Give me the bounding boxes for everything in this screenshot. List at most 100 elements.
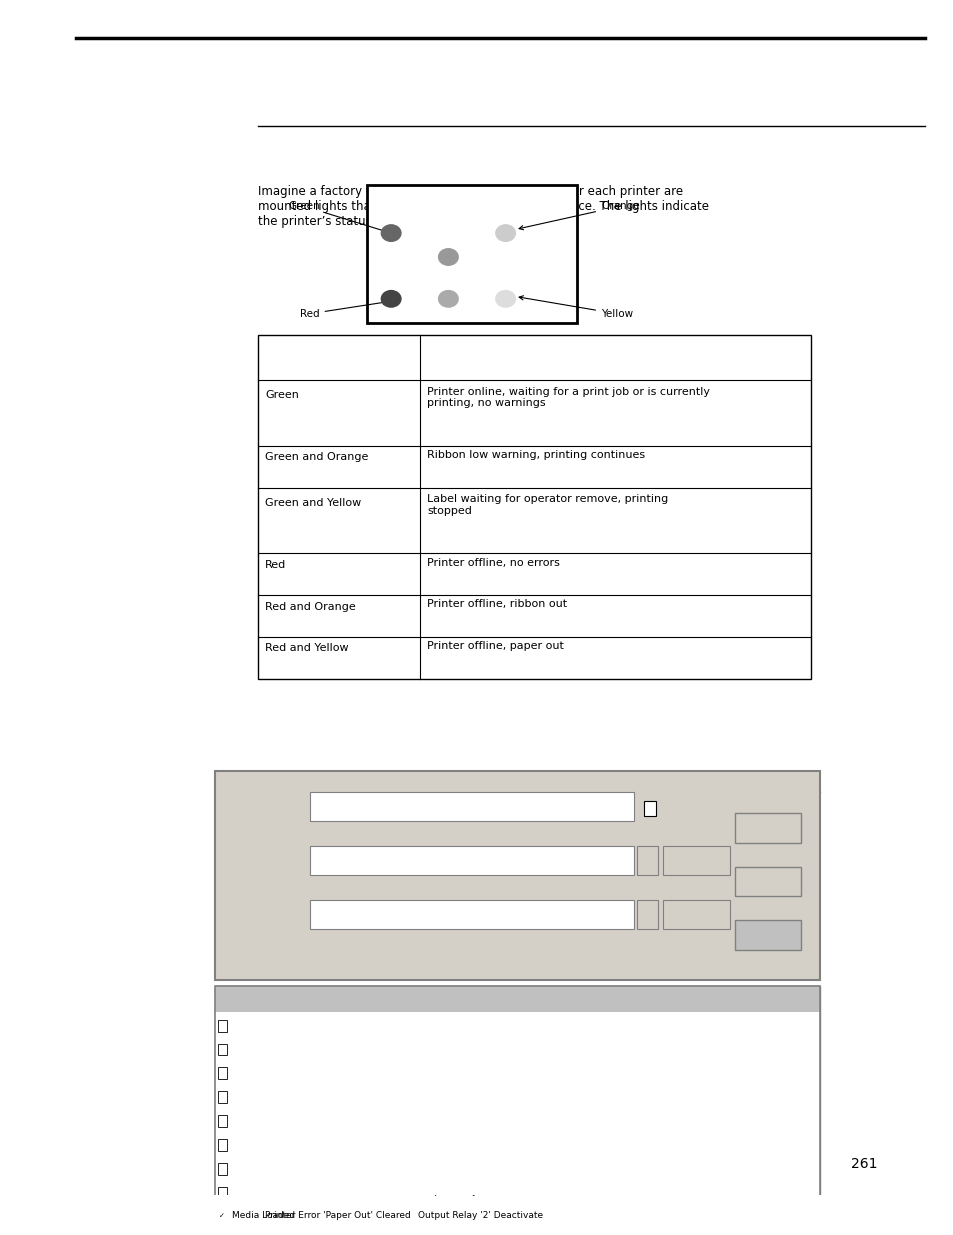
Bar: [217, 1092, 227, 1103]
Bar: [214, 1132, 820, 1156]
FancyBboxPatch shape: [734, 920, 801, 950]
Text: Parameters...: Parameters...: [660, 856, 731, 866]
Bar: [217, 1187, 227, 1199]
Bar: [214, 986, 820, 1235]
Text: Printer offline, paper out: Printer offline, paper out: [427, 641, 563, 651]
Text: Responsive Operator: Responsive Operator: [232, 1092, 326, 1100]
Text: Green: Green: [265, 390, 299, 400]
Text: ✓: ✓: [219, 1045, 225, 1051]
Text: Output Relay '1' Activate: Output Relay '1' Activate: [417, 1187, 531, 1197]
Text: Event:: Event:: [224, 856, 264, 866]
Text: Input Opto-coupler '1' Active: Input Opto-coupler '1' Active: [265, 1020, 395, 1029]
FancyBboxPatch shape: [734, 867, 801, 897]
Text: Output Relay: Output Relay: [314, 909, 388, 919]
Ellipse shape: [437, 248, 458, 266]
Text: 261: 261: [850, 1157, 877, 1172]
Text: Output Relay '3' Activate: Output Relay '3' Activate: [417, 1163, 531, 1172]
Text: New: New: [755, 824, 780, 834]
Text: The following table shows all input required for printer control, hardware
inter: The following table shows all input requ…: [257, 771, 688, 799]
Text: Green and Orange: Green and Orange: [265, 452, 368, 462]
Bar: [310, 846, 634, 874]
Text: Printer Error 'Paper Out' Cleared: Printer Error 'Paper Out' Cleared: [265, 1212, 411, 1220]
Ellipse shape: [380, 290, 401, 308]
Text: ◇ Evert: ◇ Evert: [264, 994, 301, 1004]
Text: Yellow: Yellow: [518, 295, 633, 319]
Text: Label Taken: Label Taken: [265, 1092, 318, 1100]
Text: ✓: ✓: [219, 1189, 225, 1194]
Ellipse shape: [380, 224, 401, 242]
Text: Green: Green: [288, 201, 387, 232]
Text: Green and Yellow: Green and Yellow: [265, 498, 361, 508]
Text: Testing: Testing: [232, 1020, 263, 1029]
Text: Printer Error: Printer Error: [314, 856, 382, 866]
Text: Ribbon low warning, printing continues: Ribbon low warning, printing continues: [427, 450, 645, 459]
Ellipse shape: [495, 224, 516, 242]
Bar: [643, 800, 656, 816]
Bar: [637, 900, 658, 929]
Bar: [217, 1044, 227, 1056]
Text: Description:: Description:: [224, 802, 300, 811]
FancyBboxPatch shape: [734, 813, 801, 842]
Text: Parameters...: Parameters...: [660, 909, 731, 919]
Text: ✓: ✓: [219, 1213, 225, 1219]
Bar: [217, 1163, 227, 1174]
Text: On Ribbon Low: On Ribbon Low: [232, 1044, 299, 1052]
Text: ▼: ▼: [644, 856, 650, 866]
Text: Media Loaded: Media Loaded: [232, 1212, 294, 1220]
Text: Slow Operator: Slow Operator: [232, 1068, 296, 1077]
Text: Output Opto-coupler '1' Activate: Output Opto-coupler '1' Activate: [417, 1020, 565, 1029]
Text: Orange: Orange: [518, 201, 639, 230]
Text: ✓: ✓: [219, 1093, 225, 1099]
Text: Event to Action Mapping - Thermal: Event to Action Mapping - Thermal: [224, 777, 405, 787]
Text: Add: Add: [757, 877, 778, 887]
Bar: [214, 986, 820, 1235]
Text: Printer Not Available: Printer Not Available: [232, 1115, 325, 1125]
Text: Out of Media: Out of Media: [232, 1163, 290, 1172]
Text: Printer Error 'Ribbon Out' Set: Printer Error 'Ribbon Out' Set: [265, 1140, 396, 1149]
Bar: [214, 1204, 820, 1228]
Text: Printer online, waiting for a print job or is currently
printing, no warnings: Printer online, waiting for a print job …: [427, 387, 710, 409]
Bar: [214, 1013, 820, 1036]
Bar: [367, 185, 577, 322]
Text: ▼: ▼: [644, 910, 650, 919]
Bar: [257, 335, 810, 679]
Text: Update: Update: [747, 931, 787, 941]
Text: Label Present: Label Present: [265, 1068, 326, 1077]
Text: Red: Red: [265, 559, 286, 569]
Text: Red and Orange: Red and Orange: [265, 601, 355, 611]
Text: Printer Error 'Paper Out' Set: Printer Error 'Paper Out' Set: [265, 1163, 391, 1172]
Bar: [310, 793, 634, 821]
Bar: [214, 1156, 820, 1179]
Bar: [217, 1139, 227, 1151]
Bar: [217, 1210, 227, 1223]
Text: Output Relay '2' Deactivate: Output Relay '2' Deactivate: [417, 1212, 542, 1220]
Text: Printer Offline: Printer Offline: [265, 1115, 328, 1125]
Text: Red: Red: [299, 300, 387, 319]
Text: ✓: ✓: [219, 1165, 225, 1171]
Bar: [214, 986, 820, 1013]
Text: Output Relay '1' Deactivate: Output Relay '1' Deactivate: [417, 1115, 542, 1125]
Text: ✓: ✓: [219, 1141, 225, 1147]
Text: ✓: ✓: [219, 1021, 225, 1028]
FancyBboxPatch shape: [214, 771, 820, 981]
Text: Printer Warning - 'Ribbon Low Set': Printer Warning - 'Ribbon Low Set': [265, 1044, 419, 1052]
Text: Output Relay '3' Deactivate: Output Relay '3' Deactivate: [417, 1092, 542, 1100]
Text: Action:: Action:: [224, 909, 268, 919]
Text: Imagine a factory floor with a number of printers. Over each printer are
mounted: Imagine a factory floor with a number of…: [257, 185, 708, 228]
Text: Output Relay '2' Activate: Output Relay '2' Activate: [417, 1140, 531, 1149]
Text: Ribbon Loaded: Ribbon Loaded: [314, 802, 397, 811]
Text: Output Relay '2' Activate: Output Relay '2' Activate: [417, 1044, 531, 1052]
Text: Label waiting for operator remove, printing
stopped: Label waiting for operator remove, print…: [427, 494, 668, 516]
Bar: [214, 1060, 820, 1084]
Bar: [637, 846, 658, 874]
Text: ✓: ✓: [219, 1070, 225, 1076]
Text: Printer Online: Printer Online: [265, 1187, 328, 1197]
Bar: [214, 1036, 820, 1060]
Bar: [662, 846, 729, 874]
Ellipse shape: [495, 290, 516, 308]
Bar: [214, 1108, 820, 1132]
Bar: [214, 1084, 820, 1108]
Text: Printer offline, no errors: Printer offline, no errors: [427, 558, 559, 568]
Text: Output Relay '3' Activate: Output Relay '3' Activate: [417, 1068, 531, 1077]
Bar: [217, 1067, 227, 1079]
